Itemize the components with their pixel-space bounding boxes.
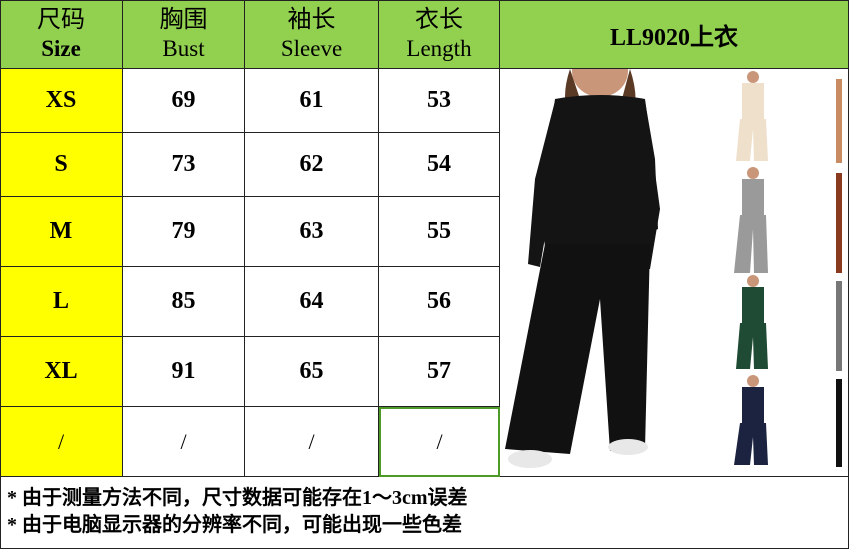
cell-value: 79 xyxy=(171,218,196,244)
cell-value: S xyxy=(54,151,68,177)
cell-value: 62 xyxy=(299,151,324,177)
cell-value: 91 xyxy=(171,358,196,384)
header-cn: 尺码 xyxy=(37,7,85,33)
product-model-image xyxy=(505,69,842,468)
cell-sleeve[interactable]: 61 xyxy=(245,69,379,133)
cell-size[interactable]: XS xyxy=(0,69,123,133)
cell-length[interactable]: 56 xyxy=(379,267,500,337)
cell-size[interactable]: L xyxy=(0,267,123,337)
header-cn: 衣长 xyxy=(415,7,463,33)
cell-value: XL xyxy=(44,358,78,384)
cell-sleeve[interactable]: 62 xyxy=(245,133,379,197)
variant-navy xyxy=(734,375,768,465)
cell-bust[interactable]: 79 xyxy=(123,197,245,267)
cell-size[interactable]: M xyxy=(0,197,123,267)
variant-green xyxy=(736,275,768,369)
header-en: Length xyxy=(406,36,472,61)
cell-length[interactable]: 53 xyxy=(379,69,500,133)
cell-size[interactable]: XL xyxy=(0,337,123,407)
cell-value: / xyxy=(308,428,315,454)
note-color: * 由于电脑显示器的分辨率不同，可能出现一些色差 xyxy=(7,514,462,536)
cell-value: 73 xyxy=(171,151,196,177)
main-model-black xyxy=(505,69,660,468)
cell-bust[interactable]: 85 xyxy=(123,267,245,337)
header-size: 尺码 Size xyxy=(0,0,123,69)
product-title: LL9020上衣 xyxy=(500,0,849,69)
product-photo xyxy=(500,69,849,477)
cell-sleeve[interactable]: 63 xyxy=(245,197,379,267)
header-en: Sleeve xyxy=(280,36,343,61)
notes: * 由于测量方法不同，尺寸数据可能存在1～3cm误差 * 由于电脑显示器的分辨率… xyxy=(0,477,849,549)
cell-sleeve[interactable]: 64 xyxy=(245,267,379,337)
cell-value: 57 xyxy=(427,358,451,384)
cell-value: L xyxy=(52,288,69,314)
variant-cream xyxy=(736,71,768,161)
cell-value: 55 xyxy=(427,218,451,244)
header-cn: 胸围 xyxy=(159,7,208,33)
cell-size[interactable]: / xyxy=(0,407,123,477)
header-length: 衣长 Length xyxy=(379,0,500,69)
cell-sleeve[interactable]: / xyxy=(245,407,379,477)
header-sleeve: 袖长 Sleeve xyxy=(245,0,379,69)
header-bust: 胸围 Bust xyxy=(123,0,245,69)
cell-value: / xyxy=(57,428,65,454)
cell-length[interactable]: 57 xyxy=(379,337,500,407)
cell-length[interactable]: 55 xyxy=(379,197,500,267)
cell-value: 56 xyxy=(427,288,451,314)
cell-bust[interactable]: 69 xyxy=(123,69,245,133)
cell-value: 61 xyxy=(299,87,324,113)
cell-value: M xyxy=(49,218,73,244)
cell-value: 65 xyxy=(299,358,324,384)
cell-value: 69 xyxy=(171,87,196,113)
product-code: LL9020上衣 xyxy=(609,24,738,51)
cell-sleeve[interactable]: 65 xyxy=(245,337,379,407)
header-cn: 袖长 xyxy=(287,7,336,33)
cell-value: 53 xyxy=(427,87,451,113)
cell-value: 85 xyxy=(171,288,196,314)
note-measurement: * 由于测量方法不同，尺寸数据可能存在1～3cm误差 xyxy=(7,487,468,509)
header-en: Bust xyxy=(162,36,205,61)
cell-size[interactable]: S xyxy=(0,133,123,197)
cell-value: 54 xyxy=(427,151,451,177)
cell-value: 63 xyxy=(299,218,324,244)
cell-length[interactable]: / xyxy=(379,407,500,477)
cell-bust[interactable]: / xyxy=(123,407,245,477)
cell-value: / xyxy=(436,429,443,454)
cell-bust[interactable]: 73 xyxy=(123,133,245,197)
cell-value: / xyxy=(180,428,187,454)
cell-length[interactable]: 54 xyxy=(379,133,500,197)
cell-value: XS xyxy=(45,87,77,113)
cell-bust[interactable]: 91 xyxy=(123,337,245,407)
cell-value: 64 xyxy=(299,288,324,314)
variant-grey xyxy=(734,167,768,273)
header-en: Size xyxy=(41,36,81,61)
